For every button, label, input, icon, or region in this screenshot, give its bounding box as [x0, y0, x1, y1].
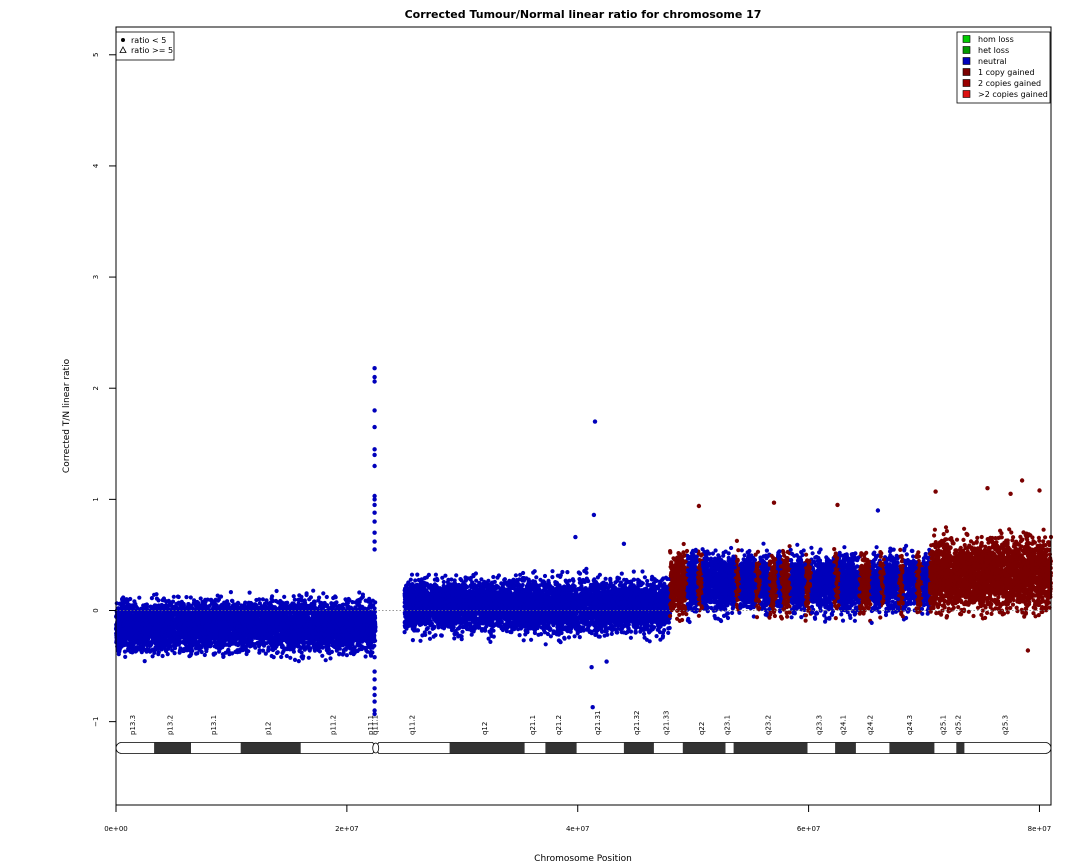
data-point: [312, 606, 317, 611]
data-point: [292, 657, 298, 663]
data-point: [296, 659, 301, 664]
data-point: [350, 600, 355, 605]
data-point: [230, 641, 236, 646]
data-point: [263, 651, 268, 656]
chart-title: Corrected Tumour/Normal linear ratio for…: [405, 8, 762, 21]
data-point: [371, 616, 376, 621]
data-point: [345, 601, 350, 606]
data-point: [230, 603, 236, 608]
data-point: [266, 648, 271, 653]
data-point: [156, 652, 161, 657]
data-point: [213, 597, 218, 603]
data-point: [357, 590, 362, 595]
data-point: [184, 595, 189, 600]
data-point: [268, 600, 273, 605]
data-point: [312, 599, 317, 604]
data-point: [373, 600, 378, 605]
data-point: [172, 646, 178, 651]
data-point: [253, 642, 258, 647]
data-point: [321, 591, 326, 596]
data-point: [307, 597, 312, 602]
data-point: [291, 649, 296, 654]
data-point: [284, 653, 289, 659]
data-point: [310, 611, 315, 617]
data-point: [296, 597, 301, 602]
data-point: [176, 594, 181, 600]
data-point: [180, 601, 185, 606]
data-point: [364, 648, 369, 653]
data-point: [278, 598, 283, 604]
data-point: [142, 659, 147, 664]
data-point: [123, 654, 128, 660]
data-point: [320, 653, 325, 658]
data-point: [175, 642, 180, 647]
data-point: [171, 594, 176, 599]
data-point: [274, 650, 280, 656]
data-point: [187, 640, 192, 645]
data-point: [331, 595, 336, 601]
data-point: [347, 598, 352, 603]
data-point: [370, 644, 375, 649]
data-point: [260, 597, 265, 602]
data-point: [353, 605, 358, 611]
data-point: [236, 601, 241, 606]
data-point: [306, 655, 311, 660]
data-point: [257, 597, 262, 602]
x-axis-label: Chromosome Position: [534, 854, 632, 864]
data-point: [264, 641, 269, 646]
data-point: [194, 651, 199, 656]
data-point: [204, 646, 209, 652]
data-point: [282, 594, 287, 600]
data-point: [366, 642, 371, 647]
data-point: [363, 654, 368, 659]
data-point: [297, 593, 302, 598]
data-point: [246, 649, 251, 654]
data-point: [230, 598, 235, 604]
data-point: [351, 652, 356, 657]
data-point: [152, 650, 157, 656]
data-point: [209, 597, 214, 603]
data-point: [164, 648, 169, 654]
data-point: [152, 592, 157, 597]
data-point: [121, 642, 127, 648]
data-point: [286, 604, 291, 609]
data-point: [287, 615, 292, 620]
data-point: [253, 645, 258, 650]
data-point: [202, 652, 207, 658]
data-point: [311, 588, 316, 593]
data-point: [274, 588, 279, 594]
data-point: [247, 590, 252, 595]
data-point: [368, 605, 374, 610]
data-point: [326, 650, 331, 655]
data-point: [350, 607, 355, 613]
data-point: [188, 595, 193, 600]
data-point: [359, 646, 364, 652]
data-point: [146, 647, 151, 652]
data-point: [363, 598, 368, 603]
data-point: [233, 649, 238, 655]
data-point: [286, 644, 291, 649]
data-points: [113, 366, 1054, 717]
data-point: [341, 602, 346, 607]
data-point: [323, 658, 328, 663]
data-point: [137, 595, 142, 600]
data-point: [360, 595, 365, 600]
data-point: [214, 603, 219, 608]
data-point: [343, 597, 348, 602]
data-point: [301, 654, 306, 659]
data-point: [177, 650, 182, 655]
y-axis-label: Corrected T/N linear ratio: [62, 358, 72, 473]
